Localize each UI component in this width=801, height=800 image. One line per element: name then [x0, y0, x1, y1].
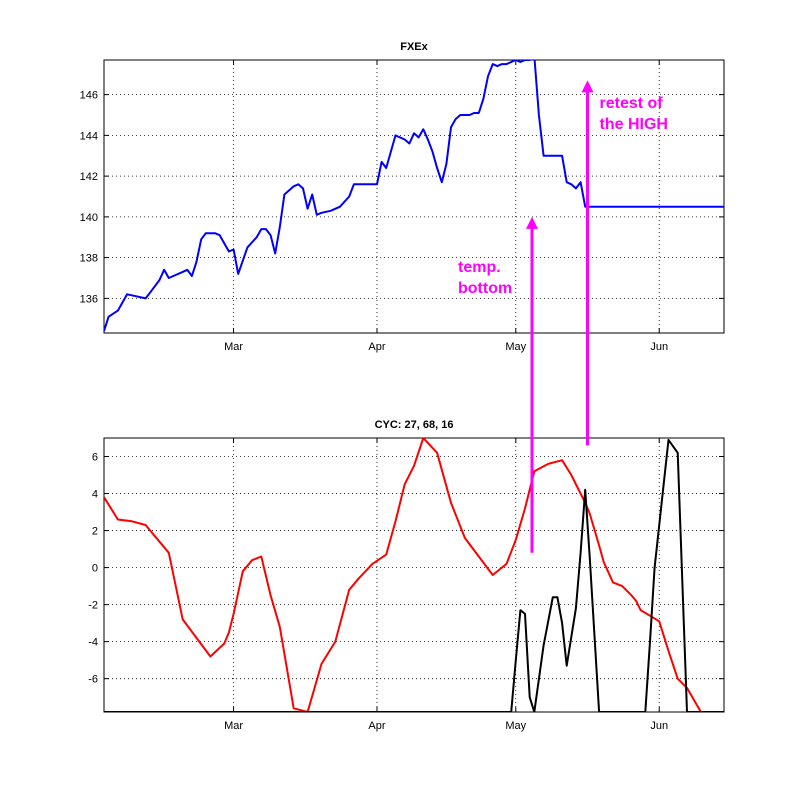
y-tick-label: 0 — [92, 563, 98, 575]
x-tick-label: Jun — [650, 720, 668, 732]
y-tick-label: 6 — [92, 452, 98, 464]
annotation-arrowhead — [581, 80, 594, 93]
y-tick-label: 138 — [80, 253, 98, 265]
cyc-panel: CYC: 27, 68, 16 Mar Apr May Jun -6 -4 -2 0 2 4 6 — [88, 419, 725, 732]
y-tick-label: 2 — [92, 526, 98, 538]
y-tick-label: 4 — [92, 489, 98, 501]
y-tick-label: -2 — [88, 600, 98, 612]
annotation-label: retest of — [600, 95, 664, 112]
fxex-lines — [104, 60, 724, 332]
x-tick-label: May — [505, 341, 526, 353]
x-tick-label: Apr — [368, 720, 385, 732]
series-line-0 — [104, 60, 724, 332]
x-tick-label: Mar — [224, 720, 243, 732]
y-tick-label: 136 — [80, 293, 98, 305]
fxex-title: FXEx — [400, 41, 428, 53]
x-tick-label: May — [505, 720, 526, 732]
cyc-ticks: Mar Apr May Jun -6 -4 -2 0 2 4 6 — [88, 438, 724, 732]
x-tick-label: Jun — [650, 341, 668, 353]
annotation-arrows — [525, 80, 594, 553]
annotation-label: the HIGH — [600, 116, 668, 133]
y-tick-label: -6 — [88, 674, 98, 686]
y-tick-label: 146 — [80, 90, 98, 102]
series-line-1 — [104, 438, 724, 712]
fxex-axes — [103, 59, 725, 334]
series-line-0 — [104, 438, 724, 712]
fxex-grid — [104, 60, 724, 333]
annotation-label: temp. — [458, 259, 501, 276]
x-tick-label: Apr — [368, 341, 385, 353]
annotation-arrowhead — [525, 216, 538, 229]
y-tick-label: 144 — [80, 130, 98, 142]
fxex-ticks: Mar Apr May Jun 136 138 140 142 144 146 — [80, 60, 724, 353]
y-tick-label: -4 — [88, 637, 98, 649]
y-tick-label: 142 — [80, 171, 98, 183]
fxex-panel: FXEx Mar Apr May Jun 136 138 140 142 144 146 temp… — [80, 41, 725, 353]
cyc-lines — [104, 438, 724, 712]
cyc-title: CYC: 27, 68, 16 — [375, 419, 454, 431]
cyc-axes — [103, 437, 725, 713]
annotation-label: bottom — [458, 280, 512, 297]
x-tick-label: Mar — [224, 341, 243, 353]
fxex-annotations: temp. bottom retest of the HIGH — [458, 95, 668, 297]
y-tick-label: 140 — [80, 212, 98, 224]
